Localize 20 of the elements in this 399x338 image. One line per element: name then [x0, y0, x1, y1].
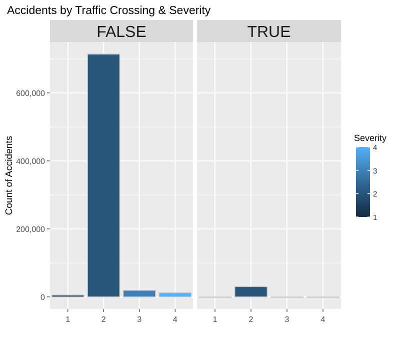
y-axis-title: Count of Accidents [4, 136, 15, 216]
chart-subtitle: FALSE [96, 24, 146, 41]
y-tick-label: 600,000 [16, 88, 46, 98]
chart-subtitle: TRUE [247, 24, 291, 41]
y-tick-label: 0 [40, 292, 46, 302]
x-tick-label: 2 [248, 315, 254, 324]
x-tick-label: 4 [172, 315, 178, 324]
x-tick-label: 2 [101, 315, 106, 324]
chart-title: Accidents by Traffic Crossing & Severity [7, 5, 211, 17]
x-tick-label: 3 [137, 315, 142, 324]
x-tick-label: 4 [320, 315, 326, 324]
color-bar-title: Severity [354, 133, 388, 143]
x-tick-label: 1 [212, 315, 218, 324]
x-tick-label: 3 [284, 315, 290, 324]
bar [122, 290, 156, 298]
bar [87, 54, 120, 298]
y-tick-label: 400,000 [16, 156, 46, 166]
bar [158, 292, 192, 298]
y-tick-label: 200,000 [16, 224, 46, 234]
x-tick-label: 1 [66, 315, 71, 324]
